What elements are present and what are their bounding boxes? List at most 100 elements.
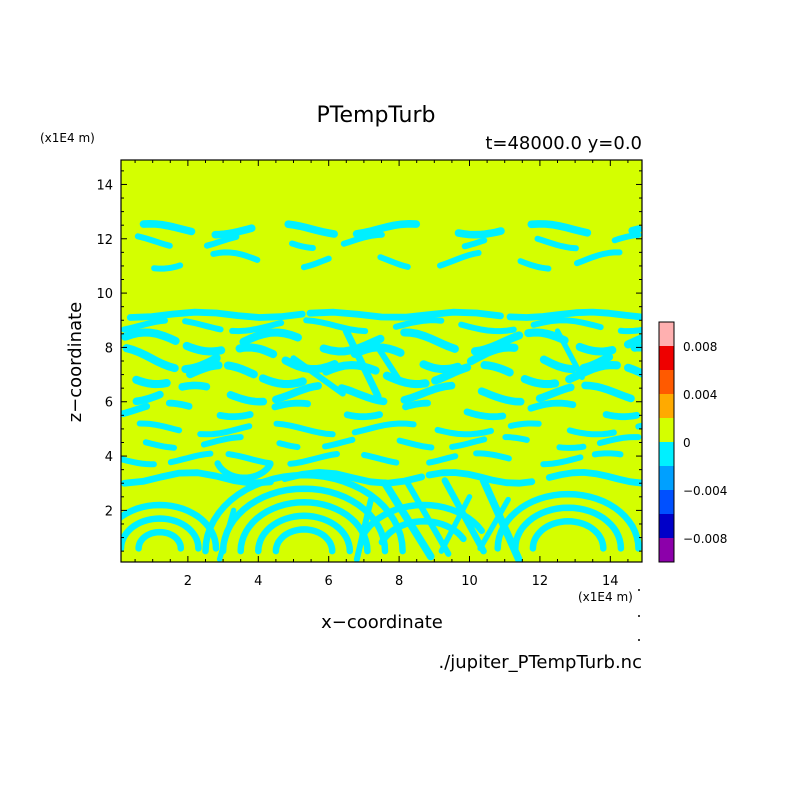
contour-band [461,237,488,250]
contour-band [466,343,519,366]
contour-band [258,374,307,389]
contour-band [352,220,421,238]
colorbar-swatch [659,346,674,370]
contour-band [271,399,312,411]
contour-band [566,427,617,438]
contour-band [182,318,224,333]
contour-swirl [121,515,202,552]
contour-band [151,262,184,272]
contour-band [473,450,512,462]
contour-band [182,341,226,356]
contour-swirl [272,526,336,555]
y-tick-label: 10 [96,287,113,302]
contour-swirl [529,518,607,552]
contour-band [121,456,157,468]
contour-band [178,381,211,391]
contour-band [477,387,525,406]
contour-streak [554,328,585,380]
contour-band [426,453,459,466]
contour-band [337,384,388,406]
y-tick-label: 12 [96,233,113,248]
colorbar-frame [658,321,675,563]
contour-band [527,399,577,412]
contour-band [197,423,253,438]
contour-band [377,254,411,270]
contour-swirl [237,498,371,555]
contour-band [322,436,356,450]
colorbar-tick-label: 0.004 [683,388,717,402]
x-tick-label: 2 [184,574,192,589]
contour-band [431,363,472,385]
contour-field [121,220,642,562]
colorbar: 0.008 0.004 0 −0.004 −0.008 [658,321,727,563]
contour-band [545,468,642,487]
contour-band [121,402,151,418]
contour-band [596,434,642,446]
contour-swirl [255,512,354,555]
contour-band [271,382,323,404]
contour-band [361,452,400,466]
colorbar-tick-label: −0.008 [683,532,727,546]
y-tick-label: 6 [105,396,113,411]
contour-band [400,381,456,404]
contour-streak [342,327,382,400]
contour-band [565,361,621,384]
y-tick-label: 14 [96,178,113,193]
contour-band [276,440,301,451]
contour-streak [371,338,403,384]
contour-band [340,231,385,247]
contour-band [203,233,240,249]
contour-band [434,426,494,438]
contour-band [211,224,256,239]
marker-dot [638,639,640,641]
contour-band [517,258,552,272]
contour-band [635,422,642,430]
contour-streak [438,494,473,554]
contour-band [121,317,168,333]
contour-band [121,328,180,345]
colorbar-swatch [659,442,674,466]
contour-band [306,308,504,321]
contour-band [284,220,339,238]
contour-band [167,450,214,466]
contour-band [132,375,171,389]
contour-band [200,434,244,448]
y-tick-label: 8 [105,341,113,356]
contour-band [223,361,258,379]
contour-band [122,344,179,373]
chart-title: PTempTurb [317,103,436,128]
contour-band [351,420,417,436]
y-axis-ticks: 2 4 6 8 10 12 14 [96,170,642,552]
contour-streak [290,355,346,397]
contour-band [602,411,641,421]
contour-band [530,317,604,331]
contour-band [139,220,196,236]
contour-band [287,451,340,467]
contour-band [574,249,623,267]
contour-band [186,361,223,379]
y-tick-label: 4 [105,450,113,465]
contour-band [556,443,587,451]
contour-streak [216,507,237,562]
colorbar-tick-label: 0.008 [683,340,717,354]
contour-band [303,317,369,335]
contour-band [382,371,430,389]
contour-band [300,255,332,271]
contour-band [134,233,173,249]
colorbar-swatch [659,490,674,514]
contour-band [132,390,164,406]
contour-band [506,308,642,321]
contour-band [226,390,268,406]
contour-band [535,383,575,403]
x-tick-label: 12 [532,574,549,589]
contour-band [480,361,514,377]
contour-band [239,328,302,346]
contour-band [136,420,183,434]
contour-band [534,235,579,252]
contour-band [142,439,177,451]
contour-band [623,334,642,349]
contour-band [343,411,384,421]
x-tick-label: 4 [254,574,262,589]
contour-band [400,328,459,353]
